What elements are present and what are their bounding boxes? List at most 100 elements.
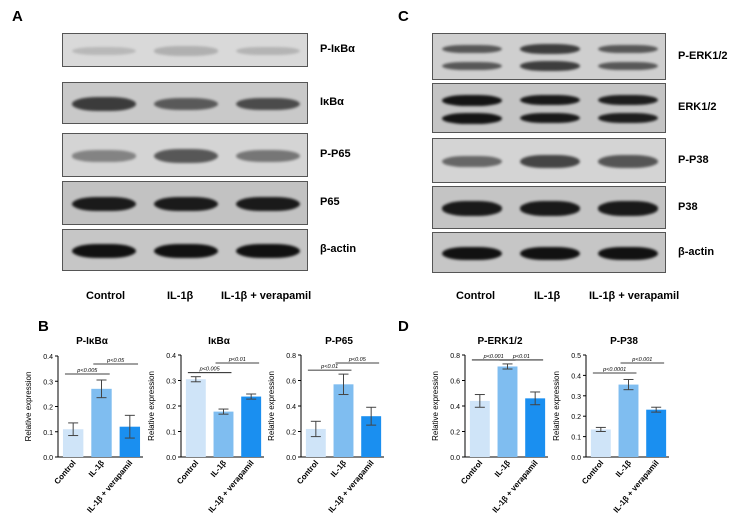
c-band-p38-lane-1	[441, 201, 503, 216]
chart-p-p65-bar-3	[361, 416, 382, 457]
c-blot-label-p-erk1-2: P-ERK1/2	[678, 49, 728, 62]
a-band-p-i-b-lane-3	[236, 46, 300, 56]
chart-p-p65-sig-label-1: p<0.01	[320, 364, 338, 370]
a-band-p-p65-lane-1	[72, 150, 136, 162]
chart-i-b-category-label-1: Control	[175, 459, 200, 487]
c-blot-label-p38: P38	[678, 200, 698, 213]
chart-p-i-b-ytick-label-1: 0.1	[43, 430, 53, 437]
chart-p-erk1-2-ytick-label-1: 0.2	[450, 430, 460, 437]
c-band-erk1-2-lane-1-row-1	[441, 94, 503, 106]
chart-p-p38-ylabel: Relative expression	[552, 371, 561, 441]
c-band-p-erk1-2-lane-1-row-1	[441, 44, 503, 54]
lane-label-il1b-c: IL-1β	[534, 290, 561, 302]
chart-i-b-ytick-label-1: 0.1	[166, 430, 176, 437]
a-blot-label-p-p65: P-P65	[320, 148, 351, 160]
chart-p-i-b-sig-label-1: p<0.005	[76, 368, 98, 374]
chart-p-p65-ytick-label-0: 0.0	[286, 455, 296, 462]
chart-p-p65-ytick-label-2: 0.4	[286, 404, 296, 411]
a-blot-p-p65-2	[62, 133, 308, 177]
chart-p-erk1-2-ytick-label-3: 0.6	[450, 379, 460, 386]
lane-label-il1b-verapamil-a: IL-1β + verapamil	[221, 290, 312, 302]
chart-p-p38-title: P-P38	[610, 336, 638, 347]
a-blot-label-p-i-b: P-IκBα	[320, 43, 355, 55]
c-band-p38-lane-2	[519, 201, 581, 216]
chart-p-p65-ytick-label-4: 0.8	[286, 353, 296, 360]
chart-p-erk1-2-sig-label-1: p<0.001	[483, 354, 504, 360]
chart-i-b-ytick-label-3: 0.3	[166, 379, 176, 386]
a-band-actin-lane-1	[72, 243, 136, 259]
chart-p-p65-ytick-label-1: 0.2	[286, 430, 296, 437]
chart-p-p65-bar-2	[333, 384, 354, 457]
chart-p-i-b-ytick-label-2: 0.2	[43, 405, 53, 412]
a-blot-label-actin: β-actin	[320, 243, 357, 255]
chart-i-b-ytick-label-4: 0.4	[166, 353, 176, 360]
panel-letter-b: B	[38, 318, 49, 335]
a-blot-i-b-1	[62, 82, 308, 124]
a-band-p-p65-lane-2	[154, 148, 218, 164]
panel-letter-c: C	[398, 8, 409, 25]
chart-p-erk1-2-ylabel: Relative expression	[431, 371, 440, 441]
c-band-actin-lane-1	[441, 246, 503, 261]
chart-i-b-category-label-2: IL-1β	[209, 458, 228, 479]
c-blot-p-p38-2	[432, 138, 666, 183]
chart-p-p38-sig-label-1: p<0.0001	[602, 367, 626, 373]
chart-p-i-b-ytick-label-4: 0.4	[43, 354, 53, 361]
c-blot-actin-4	[432, 232, 666, 273]
c-band-p-erk1-2-lane-2-row-2	[519, 61, 581, 71]
chart-p-p38-bar-3	[646, 409, 667, 457]
chart-p-p38-ytick-label-0: 0.0	[571, 455, 581, 462]
a-band-i-b-lane-3	[236, 97, 300, 111]
chart-p-erk1-2-ytick-label-2: 0.4	[450, 404, 460, 411]
a-band-i-b-lane-2	[154, 98, 218, 110]
chart-p-erk1-2-bar-3	[525, 398, 546, 457]
chart-i-b-bar-2	[213, 411, 234, 457]
a-band-p-i-b-lane-2	[154, 46, 218, 56]
chart-p-i-b-title: P-IκBα	[76, 336, 109, 347]
a-band-i-b-lane-1	[72, 97, 136, 111]
a-band-actin-lane-2	[154, 243, 218, 259]
chart-p-p38-ytick-label-1: 0.1	[571, 435, 581, 442]
chart-i-b-sig-label-1: p<0.005	[199, 367, 221, 373]
chart-p-p38-sig-label-2: p<0.001	[631, 357, 652, 363]
chart-p-p65-ylabel: Relative expression	[267, 371, 276, 441]
chart-p-p65-ytick-label-3: 0.6	[286, 379, 296, 386]
chart-p-p38-category-label-1: Control	[580, 459, 605, 487]
chart-p-erk1-2-bar-1	[469, 400, 490, 457]
chart-p-erk1-2-ytick-label-0: 0.0	[450, 455, 460, 462]
chart-p-p65-category-label-1: Control	[295, 459, 320, 487]
a-blot-actin-4	[62, 229, 308, 271]
chart-p-i-b-ytick-label-3: 0.3	[43, 379, 53, 386]
lane-label-il1b-a: IL-1β	[167, 290, 194, 302]
chart-p-p65-category-label-2: IL-1β	[329, 458, 348, 479]
c-band-p-erk1-2-lane-2-row-1	[519, 44, 581, 54]
lane-label-control-c: Control	[456, 290, 496, 302]
c-band-erk1-2-lane-3-row-1	[597, 94, 659, 106]
chart-p-p65-bar-1	[305, 428, 326, 457]
a-blot-p-i-b-0	[62, 33, 308, 67]
lane-label-control-a: Control	[86, 290, 126, 302]
a-band-p-i-b-lane-1	[72, 46, 136, 56]
c-band-p38-lane-3	[597, 201, 659, 216]
a-band-p-p65-lane-3	[236, 150, 300, 162]
chart-p-erk1-2-ytick-label-4: 0.8	[450, 353, 460, 360]
chart-p-p38-ytick-label-3: 0.3	[571, 394, 581, 401]
chart-p-p65-title: P-P65	[325, 336, 353, 347]
c-blot-erk1-2-1	[432, 83, 666, 133]
chart-i-b-ytick-label-2: 0.2	[166, 404, 176, 411]
chart-p-i-b-bar-1	[62, 429, 84, 457]
c-band-erk1-2-lane-2-row-2	[519, 112, 581, 124]
a-band-p65-lane-2	[154, 196, 218, 212]
chart-i-b-ylabel: Relative expression	[147, 371, 156, 441]
chart-p-p38-bar-2	[618, 384, 639, 457]
chart-p-p38-bar-1	[590, 429, 611, 457]
panel-letter-d: D	[398, 318, 409, 335]
chart-i-b-ytick-label-0: 0.0	[166, 455, 176, 462]
chart-p-p65-sig-label-2: p<0.05	[348, 357, 367, 363]
chart-p-i-b-category-label-2: IL-1β	[87, 458, 106, 479]
c-band-erk1-2-lane-1-row-2	[441, 112, 503, 124]
chart-p-erk1-2-category-label-2: IL-1β	[493, 458, 512, 479]
c-blot-p-erk1-2-0	[432, 33, 666, 80]
panel-letter-a: A	[12, 8, 23, 25]
chart-p-i-b-bar-2	[91, 388, 112, 457]
